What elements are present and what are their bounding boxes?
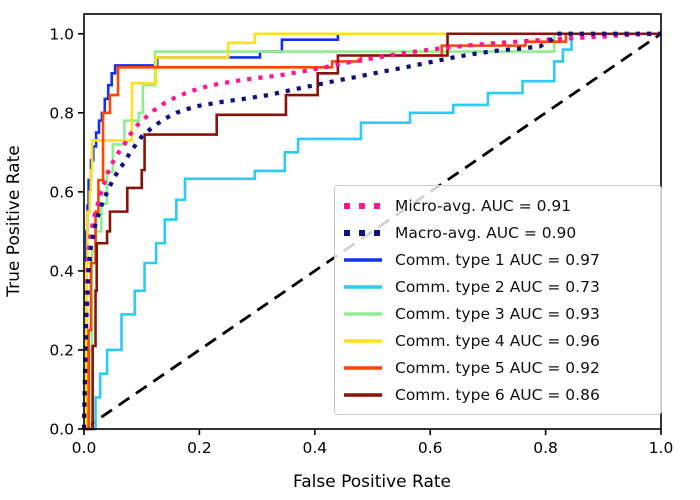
legend-label: Comm. type 5 AUC = 0.92	[395, 358, 600, 377]
axes-layer: 0.0 0.2 0.4 0.6 0.8 1.0 0.0 0.2 0.4 0.6 0.8 1.0	[49, 13, 674, 457]
y-tick-label: 0.2	[49, 341, 74, 359]
x-tick-label: 0.2	[187, 439, 212, 457]
legend-item: Comm. type 3 AUC = 0.93	[343, 300, 655, 327]
x-tick-label: 0.6	[418, 439, 443, 457]
y-tick-label: 0.8	[49, 104, 74, 122]
legend-item: Comm. type 5 AUC = 0.92	[343, 354, 655, 381]
x-tick-label: 0.4	[302, 439, 327, 457]
legend-item: Comm. type 6 AUC = 0.86	[343, 381, 655, 408]
y-axis-label: True Positive Rate	[4, 145, 24, 297]
legend-swatch-solid-line	[344, 257, 382, 262]
roc-curve-comm-	[84, 32, 661, 431]
y-tick-label: 0.4	[49, 262, 74, 280]
legend-swatch-dotted-line	[344, 202, 382, 209]
legend-swatch-solid-line	[344, 284, 382, 289]
roc-curve-macro-avg-	[81, 31, 661, 430]
legend-label: Comm. type 4 AUC = 0.96	[395, 331, 600, 350]
legend-swatch-solid-line	[344, 392, 382, 397]
legend-swatch-dotted-line	[344, 229, 382, 236]
legend-item: Micro-avg. AUC = 0.91	[343, 192, 655, 219]
roc-curve-comm-	[84, 32, 661, 431]
y-tick-label: 0.6	[49, 183, 74, 201]
chance-diagonal-line	[83, 32, 662, 431]
x-tick-label: 1.0	[649, 439, 674, 457]
legend-label: Macro-avg. AUC = 0.90	[395, 223, 577, 242]
x-tick-label: 0.0	[72, 439, 97, 457]
x-tick-label: 0.8	[533, 439, 558, 457]
roc-curve-comm-	[84, 32, 661, 431]
x-axis-label: False Positive Rate	[293, 472, 451, 492]
legend-swatch-solid-line	[344, 338, 382, 343]
roc-curve-comm-	[84, 32, 661, 431]
y-tick-label: 1.0	[49, 25, 74, 43]
legend-item: Comm. type 2 AUC = 0.73	[343, 273, 655, 300]
curves-layer	[81, 31, 662, 431]
roc-curve-micro-avg-	[81, 31, 662, 430]
legend: Micro-avg. AUC = 0.91 Macro-avg. AUC = 0.…	[334, 185, 662, 415]
legend-label: Comm. type 2 AUC = 0.73	[395, 277, 600, 296]
legend-label: Micro-avg. AUC = 0.91	[395, 196, 572, 215]
legend-swatch-solid-line	[344, 311, 382, 316]
legend-item: Comm. type 4 AUC = 0.96	[343, 327, 655, 354]
legend-swatch-solid-line	[344, 365, 382, 370]
legend-label: Comm. type 3 AUC = 0.93	[395, 304, 600, 323]
legend-item: Comm. type 1 AUC = 0.97	[343, 246, 655, 273]
y-tick-label: 0.0	[49, 421, 74, 439]
legend-label: Comm. type 1 AUC = 0.97	[395, 250, 600, 269]
legend-item: Macro-avg. AUC = 0.90	[343, 219, 655, 246]
legend-label: Comm. type 6 AUC = 0.86	[395, 385, 600, 404]
